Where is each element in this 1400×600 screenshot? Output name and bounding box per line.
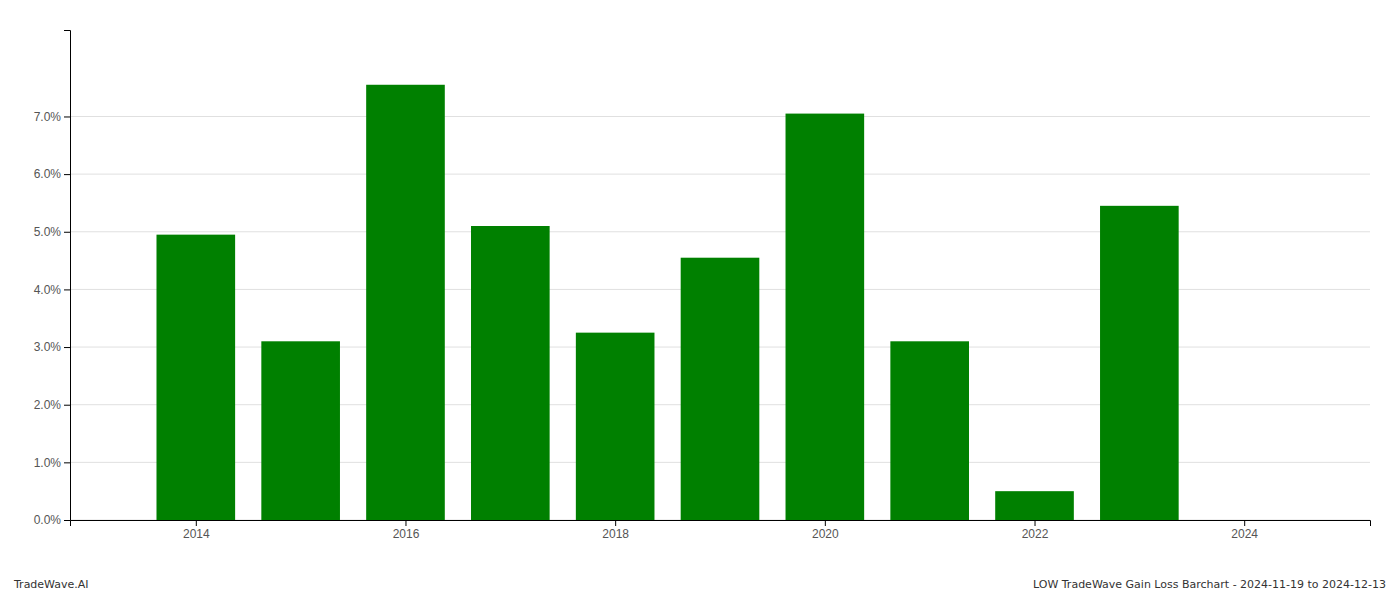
bar xyxy=(1100,206,1179,520)
bar xyxy=(576,333,655,520)
tick-label: 2018 xyxy=(602,527,629,541)
tick-mark xyxy=(64,405,70,406)
tick: 2018 xyxy=(602,520,629,541)
tick: 4.0% xyxy=(34,283,70,297)
x-axis: 2014 2016 2018 2020 2022 2024 xyxy=(71,520,1371,541)
tick-mark xyxy=(1244,520,1245,526)
footer: TradeWave.AI xyxy=(13,578,89,591)
grid xyxy=(70,116,1370,520)
tick-mark xyxy=(1035,520,1036,526)
tick-mark xyxy=(825,520,826,526)
bar xyxy=(156,235,235,520)
bar xyxy=(366,85,445,520)
tick-label: 6.0% xyxy=(34,167,62,181)
tick: 2022 xyxy=(1022,520,1049,541)
tick-label: 2014 xyxy=(183,527,210,541)
tick-mark xyxy=(64,289,70,290)
tick: 2024 xyxy=(1231,520,1258,541)
tick-label: 5.0% xyxy=(34,225,62,239)
tick-label: 2016 xyxy=(393,527,420,541)
tick-mark xyxy=(64,347,70,348)
axis-line xyxy=(64,31,71,521)
grid-line xyxy=(70,174,1370,175)
tick-mark xyxy=(64,462,70,463)
chart: 2014 2016 2018 2020 2022 2024 0.0% 1.0% 2.0% 3.0%… xyxy=(0,0,1400,600)
y-axis: 0.0% 1.0% 2.0% 3.0% 4.0% 5.0% 6.0% 7.0% xyxy=(34,31,71,528)
tick: 2020 xyxy=(812,520,839,541)
tick-label: 7.0% xyxy=(34,110,62,124)
tick-label: 2.0% xyxy=(34,398,62,412)
tick-mark xyxy=(64,520,70,521)
tick-mark xyxy=(64,174,70,175)
footer: LOW TradeWave Gain Loss Barchart - 2024-… xyxy=(1033,578,1386,591)
tick-label: 2022 xyxy=(1022,527,1049,541)
tick: 3.0% xyxy=(34,340,70,354)
tick-mark xyxy=(64,232,70,233)
tick-label: 2024 xyxy=(1231,527,1258,541)
bar xyxy=(995,491,1074,520)
tick-mark xyxy=(405,520,406,526)
tick: 2016 xyxy=(393,520,420,541)
tick: 1.0% xyxy=(34,456,70,470)
bar xyxy=(261,341,340,520)
tick-mark xyxy=(615,520,616,526)
grid-line xyxy=(70,116,1370,117)
tick: 2014 xyxy=(183,520,210,541)
plot: 2014 2016 2018 2020 2022 2024 0.0% 1.0% 2.0% 3.0%… xyxy=(34,31,1371,541)
tick-label: 1.0% xyxy=(34,456,62,470)
tick: 0.0% xyxy=(34,513,70,527)
bar xyxy=(786,114,865,520)
tick-mark xyxy=(64,116,70,117)
tick: 5.0% xyxy=(34,225,70,239)
tick: 6.0% xyxy=(34,167,70,181)
tick-label: 4.0% xyxy=(34,283,62,297)
tick-mark xyxy=(196,520,197,526)
bars xyxy=(156,85,1178,520)
tick-label: 2020 xyxy=(812,527,839,541)
tick: 2.0% xyxy=(34,398,70,412)
tick-label: 3.0% xyxy=(34,340,62,354)
tick: 7.0% xyxy=(34,110,70,124)
axis-line xyxy=(71,521,1371,527)
bar xyxy=(681,258,760,520)
bar xyxy=(471,226,550,520)
tick-label: 0.0% xyxy=(34,513,62,527)
bar xyxy=(890,341,969,520)
